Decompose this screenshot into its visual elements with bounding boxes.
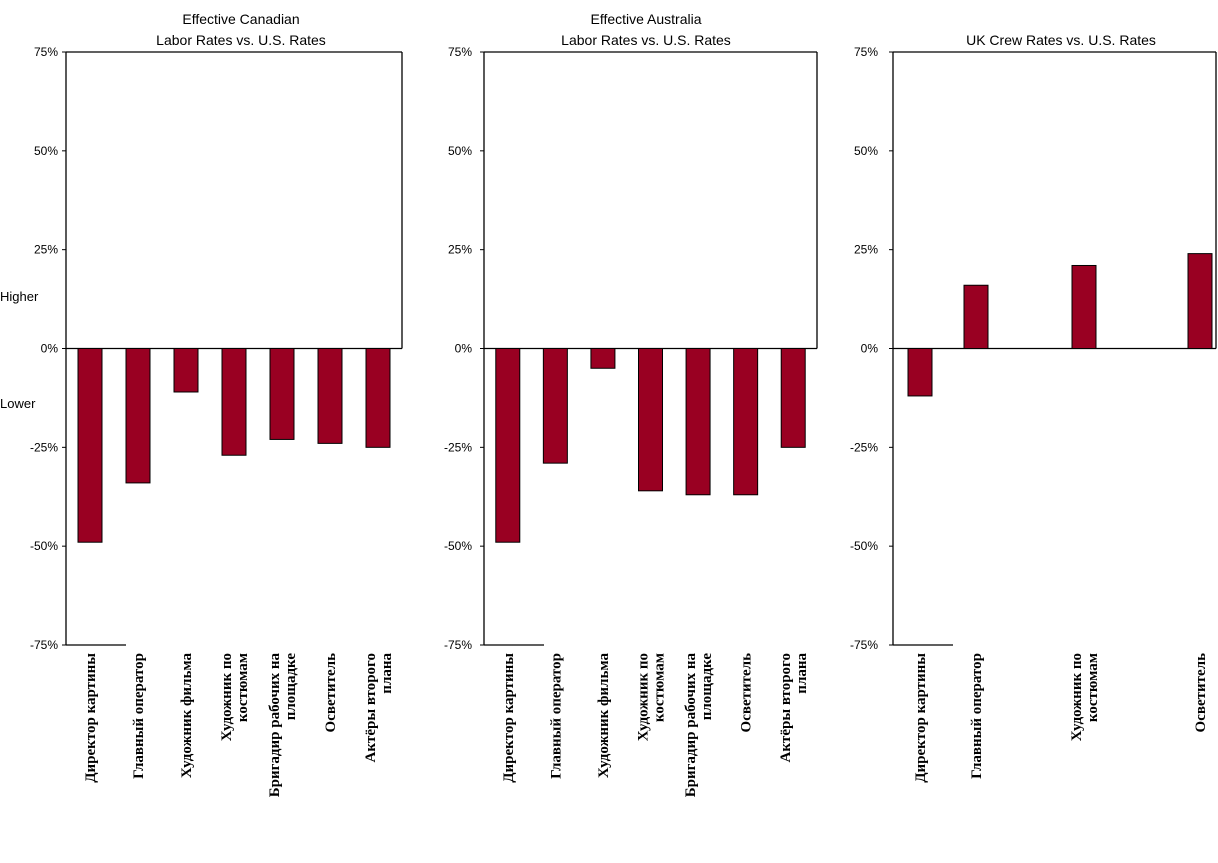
category-label: Директор картины — [501, 653, 517, 783]
category-label: Художник по — [1069, 653, 1085, 741]
category-label: Актёры второго — [778, 653, 794, 762]
bar — [495, 348, 521, 543]
category-label: Директор картины — [913, 653, 929, 783]
bar — [1071, 264, 1097, 350]
bar — [1187, 253, 1213, 349]
bar — [173, 348, 199, 393]
category-label: Главный оператор — [969, 653, 985, 779]
y-tick-label: -25% — [30, 440, 58, 454]
category-label: костюмам — [652, 653, 668, 722]
y-tick-label: 75% — [448, 45, 472, 59]
category-label: Директор картины — [83, 653, 99, 783]
chart-title-line: Effective Canadian — [182, 11, 299, 27]
y-tick-label: 25% — [34, 243, 58, 257]
chart-title-line: Effective Australia — [590, 11, 701, 27]
category-label: площадке — [283, 653, 299, 721]
bar — [638, 348, 663, 492]
y-tick-label: 50% — [448, 144, 472, 158]
y-tick-label: 50% — [34, 144, 58, 158]
y-tick-label: -25% — [444, 440, 472, 454]
category-label: Художник по — [636, 653, 652, 741]
y-tick-label: 25% — [448, 243, 472, 257]
chart-title-line: Labor Rates vs. U.S. Rates — [156, 32, 326, 48]
lower-label: Lower — [0, 396, 36, 411]
y-tick-label: 75% — [854, 45, 878, 59]
chart-panel-2: Effective Australia Labor Rates vs. U.S. … — [444, 11, 818, 798]
category-label: костюмам — [1085, 653, 1101, 722]
y-tick-label: 0% — [861, 342, 879, 356]
y-tick-label: 0% — [41, 342, 59, 356]
category-label: Осветитель — [323, 653, 339, 733]
bar — [125, 348, 151, 484]
bar — [907, 348, 933, 397]
bar — [269, 348, 295, 440]
category-label: плана — [379, 653, 395, 694]
category-label: Главный оператор — [548, 653, 564, 779]
category-label: площадке — [699, 653, 715, 721]
chart-panel-3: UK Crew Rates vs. U.S. Rates 75% 50% 25% 0% -… — [850, 32, 1217, 783]
bar — [780, 348, 806, 448]
category-label: Художник фильма — [179, 653, 195, 779]
bar — [685, 348, 711, 496]
y-tick-label: -50% — [30, 539, 58, 553]
category-label: плана — [794, 653, 810, 694]
category-label: Бригадир рабочих на — [683, 653, 699, 798]
y-tick-label: -25% — [850, 440, 878, 454]
category-label: Осветитель — [1193, 653, 1209, 733]
bar — [365, 348, 391, 448]
y-tick-label: 0% — [455, 342, 473, 356]
y-tick-label: -75% — [444, 638, 472, 652]
chart-title-line: UK Crew Rates vs. U.S. Rates — [966, 32, 1156, 48]
bar — [77, 348, 103, 543]
bar — [221, 348, 247, 456]
bar — [590, 348, 616, 369]
category-label: костюмам — [235, 653, 251, 722]
y-tick-label: -50% — [444, 539, 472, 553]
chart-title-line: Labor Rates vs. U.S. Rates — [561, 32, 731, 48]
category-label: Главный оператор — [131, 653, 147, 779]
category-label: Художник фильма — [596, 653, 612, 779]
y-tick-label: -75% — [30, 638, 58, 652]
y-tick-label: -75% — [850, 638, 878, 652]
category-label: Осветитель — [739, 653, 755, 733]
bar — [317, 348, 343, 444]
chart-panel-1: Effective Canadian Labor Rates vs. U.S. R… — [0, 11, 403, 798]
bar — [733, 348, 759, 496]
y-tick-label: 75% — [34, 45, 58, 59]
y-tick-label: -50% — [850, 539, 878, 553]
bar — [542, 348, 568, 464]
category-label: Бригадир рабочих на — [267, 653, 283, 798]
higher-label: Higher — [0, 289, 39, 304]
y-tick-label: 25% — [854, 243, 878, 257]
category-label: Актёры второго — [363, 653, 379, 762]
category-label: Художник по — [219, 653, 235, 741]
y-tick-label: 50% — [854, 144, 878, 158]
bar — [963, 284, 989, 350]
